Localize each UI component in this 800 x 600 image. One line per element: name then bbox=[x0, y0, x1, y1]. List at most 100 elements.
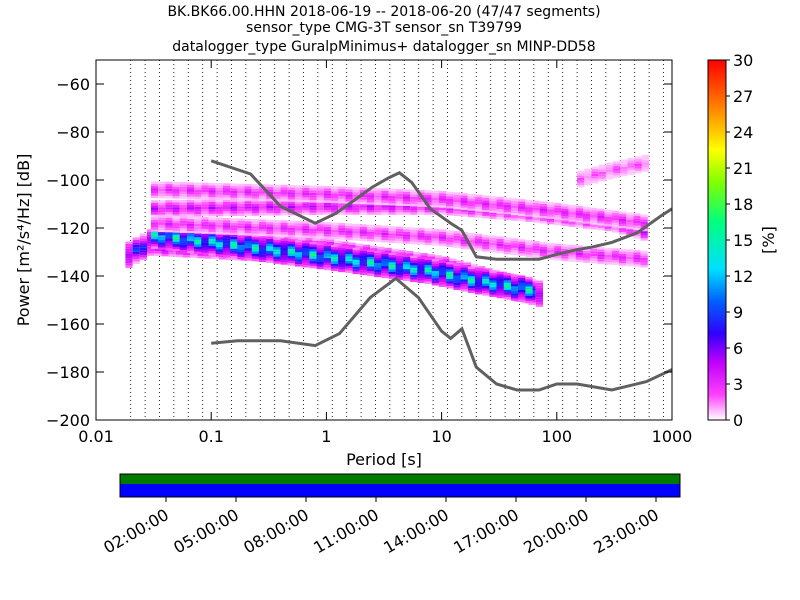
heatmap-cell bbox=[388, 205, 396, 208]
heatmap-cell bbox=[323, 195, 331, 199]
heatmap-cell bbox=[230, 218, 238, 221]
heatmap-cell bbox=[172, 204, 180, 208]
heatmap-cell bbox=[482, 197, 490, 201]
heatmap-cell bbox=[503, 204, 511, 208]
heatmap-cell bbox=[417, 275, 425, 279]
heatmap-cell bbox=[510, 279, 519, 282]
heatmap-cell bbox=[190, 255, 198, 258]
heatmap-cell bbox=[323, 200, 331, 203]
heatmap-cell bbox=[330, 200, 339, 204]
heatmap-cell bbox=[338, 255, 346, 258]
heatmap-cell bbox=[438, 190, 447, 194]
heatmap-cell bbox=[266, 226, 274, 230]
heatmap-cell bbox=[338, 193, 346, 197]
heatmap-cell bbox=[410, 210, 418, 213]
heatmap-cell bbox=[165, 196, 173, 199]
heatmap-cell bbox=[273, 259, 281, 262]
heatmap-cell bbox=[460, 202, 468, 206]
heatmap-cell bbox=[165, 181, 173, 185]
heatmap-cell bbox=[489, 203, 497, 206]
heatmap-cell bbox=[503, 249, 511, 252]
heatmap-cell bbox=[446, 230, 454, 233]
heatmap-cell bbox=[388, 267, 396, 270]
heatmap-cell bbox=[345, 233, 353, 236]
heatmap-cell bbox=[438, 205, 447, 208]
heatmap-cell bbox=[208, 226, 216, 230]
heatmap-cell bbox=[273, 191, 281, 195]
heatmap-cell bbox=[215, 217, 223, 221]
heatmap-cell bbox=[179, 184, 187, 187]
heatmap-cell bbox=[316, 195, 324, 198]
heatmap-cell bbox=[561, 215, 569, 219]
heatmap-cell bbox=[510, 288, 519, 292]
heatmap-cell bbox=[388, 207, 396, 210]
heatmap-cell bbox=[366, 199, 375, 203]
heatmap-cell bbox=[584, 168, 592, 172]
heatmap-cell bbox=[222, 247, 231, 251]
heatmap-cell bbox=[194, 209, 202, 212]
heatmap-cell bbox=[510, 276, 519, 280]
heatmap-cell bbox=[532, 205, 540, 208]
heatmap-cell bbox=[139, 233, 148, 236]
heatmap-cell bbox=[460, 236, 468, 240]
heatmap-cell bbox=[446, 235, 454, 238]
heatmap-cell bbox=[633, 264, 641, 267]
heatmap-cell bbox=[251, 256, 259, 259]
heatmap-cell bbox=[201, 185, 209, 188]
heatmap-cell bbox=[150, 214, 159, 218]
heatmap-cell bbox=[640, 250, 648, 254]
heatmap-cell bbox=[485, 268, 493, 271]
heatmap-cell bbox=[319, 238, 328, 242]
heatmap-cell bbox=[381, 251, 389, 255]
heatmap-cell bbox=[496, 288, 504, 291]
heatmap-cell bbox=[366, 273, 375, 277]
heatmap-cell bbox=[366, 229, 375, 232]
heatmap-cell bbox=[215, 204, 223, 207]
heatmap-cell bbox=[251, 210, 259, 214]
heatmap-cell bbox=[266, 231, 274, 235]
heatmap-cell bbox=[554, 214, 562, 218]
heatmap-cell bbox=[330, 202, 339, 206]
heatmap-cell bbox=[546, 242, 555, 246]
heatmap-cell bbox=[438, 229, 447, 232]
time-tick-label: 11:00:00 bbox=[310, 505, 382, 557]
heatmap-cell bbox=[641, 169, 650, 172]
heatmap-cell bbox=[460, 246, 468, 249]
heatmap-cell bbox=[597, 249, 605, 252]
y-tick-label: −160 bbox=[46, 315, 90, 334]
heatmap-cell bbox=[158, 188, 166, 192]
heatmap-cell bbox=[424, 240, 432, 243]
heatmap-cell bbox=[467, 208, 475, 211]
heatmap-cell bbox=[539, 246, 547, 250]
heatmap-cell bbox=[431, 243, 439, 246]
heatmap-cell bbox=[474, 275, 483, 278]
heatmap-cell bbox=[283, 236, 292, 240]
x-tick-label: 1000 bbox=[652, 427, 693, 446]
heatmap-cell bbox=[417, 263, 425, 267]
heatmap-cell bbox=[323, 226, 331, 230]
heatmap-cell bbox=[453, 243, 461, 246]
heatmap-cell bbox=[186, 243, 195, 246]
heatmap-cell bbox=[158, 242, 166, 245]
heatmap-cell bbox=[546, 219, 555, 222]
heatmap-cell bbox=[355, 246, 364, 249]
heatmap-cell bbox=[626, 249, 634, 252]
heatmap-cell bbox=[626, 214, 634, 218]
heatmap-cell bbox=[222, 255, 231, 258]
heatmap-cell bbox=[453, 275, 461, 278]
heatmap-cell bbox=[280, 212, 288, 216]
heatmap-cell bbox=[395, 226, 403, 229]
y-axis-label: Power [m²/s⁴/Hz] [dB] bbox=[14, 154, 33, 327]
y-tick-label: −60 bbox=[56, 75, 90, 94]
heatmap-cell bbox=[125, 263, 133, 266]
heatmap-cell bbox=[309, 223, 317, 227]
heatmap-cell bbox=[139, 255, 148, 258]
heatmap-cell bbox=[467, 276, 475, 279]
heatmap-cell bbox=[194, 211, 202, 215]
heatmap-cell bbox=[446, 242, 454, 245]
heatmap-cell bbox=[330, 188, 339, 192]
heatmap-cell bbox=[186, 248, 195, 251]
heatmap-cell bbox=[413, 254, 421, 257]
heatmap-cell bbox=[388, 198, 396, 201]
heatmap-cell bbox=[456, 260, 464, 263]
